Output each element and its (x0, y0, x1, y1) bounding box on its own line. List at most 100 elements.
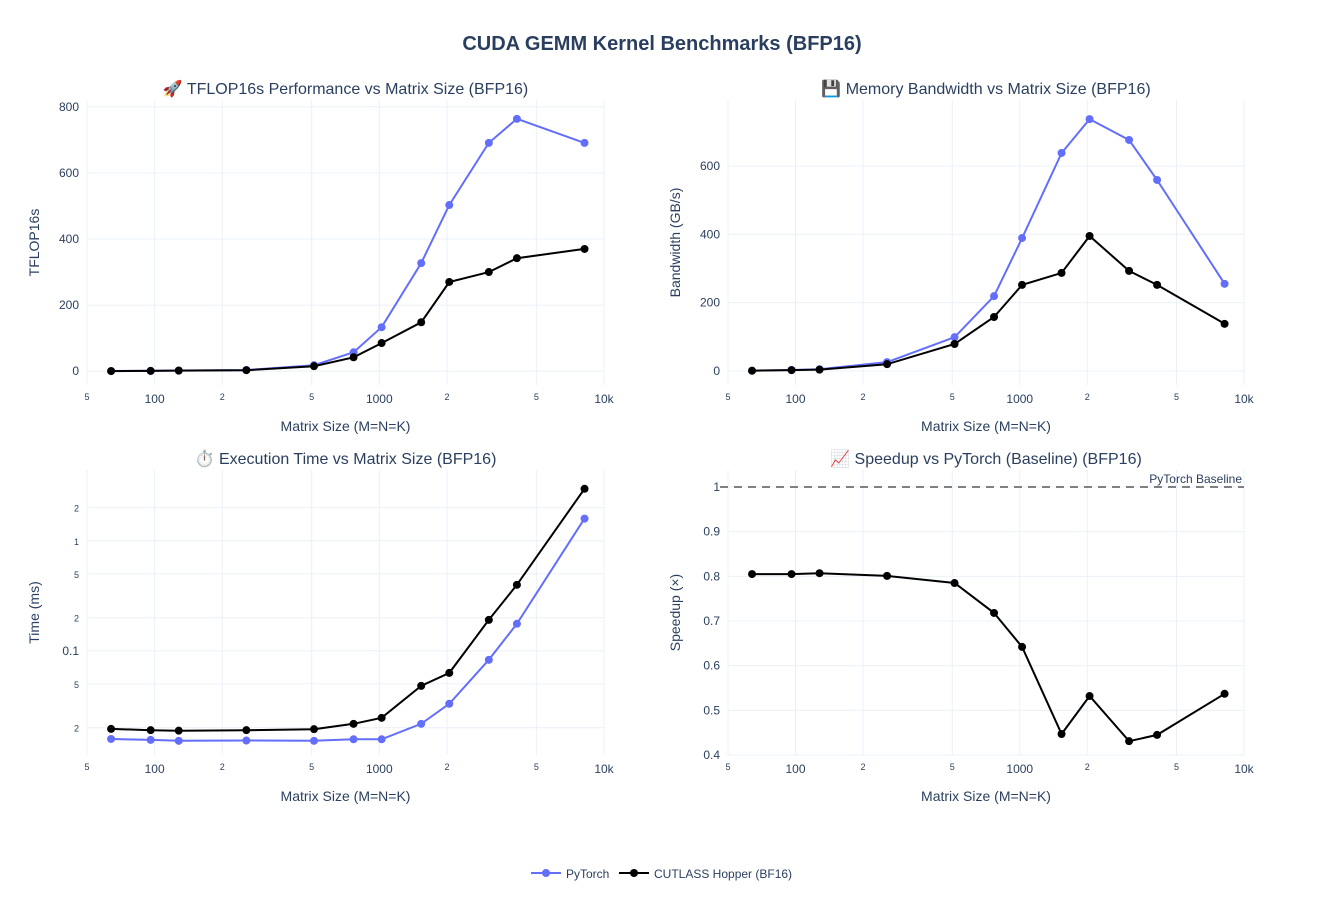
data-point[interactable] (1153, 280, 1162, 289)
data-point[interactable] (377, 323, 386, 332)
y-tick-label: 0.5 (703, 703, 720, 717)
data-point[interactable] (580, 484, 589, 493)
x-tick-label: 2 (861, 392, 866, 402)
data-point[interactable] (309, 725, 318, 734)
data-point[interactable] (1085, 232, 1094, 241)
data-point[interactable] (174, 736, 183, 745)
data-point[interactable] (1220, 689, 1229, 698)
x-axis-title: Matrix Size (M=N=K) (281, 418, 411, 434)
data-point[interactable] (1085, 115, 1094, 124)
data-point[interactable] (484, 655, 493, 664)
data-point[interactable] (377, 735, 386, 744)
data-point[interactable] (990, 312, 999, 321)
data-point[interactable] (242, 726, 251, 735)
data-point[interactable] (1057, 268, 1066, 277)
subplot-title: 📈 Speedup vs PyTorch (Baseline) (BFP16) (830, 449, 1142, 468)
data-point[interactable] (512, 114, 521, 123)
series-cutlass (107, 484, 589, 735)
data-point[interactable] (580, 514, 589, 523)
data-point[interactable] (1018, 280, 1027, 289)
data-point[interactable] (787, 570, 796, 579)
data-point[interactable] (484, 615, 493, 624)
data-point[interactable] (349, 719, 358, 728)
data-point[interactable] (1018, 234, 1027, 243)
legend: PyTorch CUTLASS Hopper (BF16) (531, 867, 792, 881)
x-tick-label: 100 (785, 392, 805, 406)
series-cutlass (748, 569, 1229, 746)
data-point[interactable] (309, 736, 318, 745)
data-point[interactable] (484, 138, 493, 147)
data-point[interactable] (815, 365, 824, 374)
data-point[interactable] (107, 724, 116, 733)
baseline-label: PyTorch Baseline (1149, 472, 1242, 486)
data-point[interactable] (417, 681, 426, 690)
data-point[interactable] (950, 339, 959, 348)
data-point[interactable] (1057, 730, 1066, 739)
x-tick-label: 5 (534, 762, 539, 772)
data-point[interactable] (309, 362, 318, 371)
y-tick-label: 0.7 (703, 614, 720, 628)
data-point[interactable] (512, 580, 521, 589)
data-point[interactable] (512, 619, 521, 628)
data-point[interactable] (417, 259, 426, 268)
data-point[interactable] (1125, 737, 1134, 746)
subplot-4: 5 100 2 5 1000 2 5 10k 0.4 0.5 0.6 0.7 0.8 0.9 1 📈 Spee… (667, 449, 1255, 804)
data-point[interactable] (146, 726, 155, 735)
series-line (752, 572, 1226, 743)
data-point[interactable] (990, 608, 999, 617)
data-point[interactable] (1085, 692, 1094, 701)
subplot-1: 5 100 2 5 1000 2 5 10k 0 200 400 600 800 🚀 TFLOP16s P… (26, 79, 615, 434)
data-point[interactable] (107, 734, 116, 743)
data-point[interactable] (445, 277, 454, 286)
data-point[interactable] (1220, 279, 1229, 288)
data-point[interactable] (1153, 730, 1162, 739)
data-point[interactable] (748, 570, 757, 579)
data-point[interactable] (146, 366, 155, 375)
data-point[interactable] (377, 713, 386, 722)
legend-label-cutlass[interactable]: CUTLASS Hopper (BF16) (654, 867, 792, 881)
data-point[interactable] (950, 579, 959, 588)
data-point[interactable] (580, 138, 589, 147)
data-point[interactable] (1153, 175, 1162, 184)
data-point[interactable] (417, 719, 426, 728)
data-point[interactable] (1220, 319, 1229, 328)
y-axis-title: Speedup (×) (667, 574, 683, 651)
data-point[interactable] (174, 726, 183, 735)
y-tick-label: 2 (74, 614, 79, 624)
data-point[interactable] (349, 353, 358, 362)
data-point[interactable] (1125, 266, 1134, 275)
data-point[interactable] (1057, 148, 1066, 157)
data-point[interactable] (107, 367, 116, 376)
series-pytorch (748, 115, 1229, 375)
x-tick-label: 5 (309, 762, 314, 772)
data-point[interactable] (787, 366, 796, 375)
data-point[interactable] (748, 366, 757, 375)
data-point[interactable] (417, 318, 426, 327)
y-tick-label: 800 (59, 100, 79, 114)
data-point[interactable] (377, 339, 386, 348)
data-point[interactable] (445, 668, 454, 677)
legend-label-pytorch[interactable]: PyTorch (566, 867, 609, 881)
data-point[interactable] (815, 569, 824, 578)
data-point[interactable] (146, 735, 155, 744)
data-point[interactable] (580, 244, 589, 253)
data-point[interactable] (950, 333, 959, 342)
data-point[interactable] (484, 268, 493, 277)
x-tick-label: 10k (594, 762, 614, 776)
data-point[interactable] (512, 254, 521, 263)
x-tick-label: 2 (444, 762, 449, 772)
data-point[interactable] (883, 571, 892, 580)
data-point[interactable] (1018, 642, 1027, 651)
data-point[interactable] (349, 735, 358, 744)
x-tick-label: 5 (1174, 762, 1179, 772)
data-point[interactable] (174, 366, 183, 375)
data-point[interactable] (1125, 135, 1134, 144)
data-point[interactable] (883, 360, 892, 369)
data-point[interactable] (242, 366, 251, 375)
data-point[interactable] (445, 201, 454, 210)
y-axis-title: Time (ms) (26, 581, 42, 643)
data-point[interactable] (990, 292, 999, 301)
x-tick-label: 1000 (1006, 392, 1033, 406)
data-point[interactable] (242, 736, 251, 745)
data-point[interactable] (445, 699, 454, 708)
